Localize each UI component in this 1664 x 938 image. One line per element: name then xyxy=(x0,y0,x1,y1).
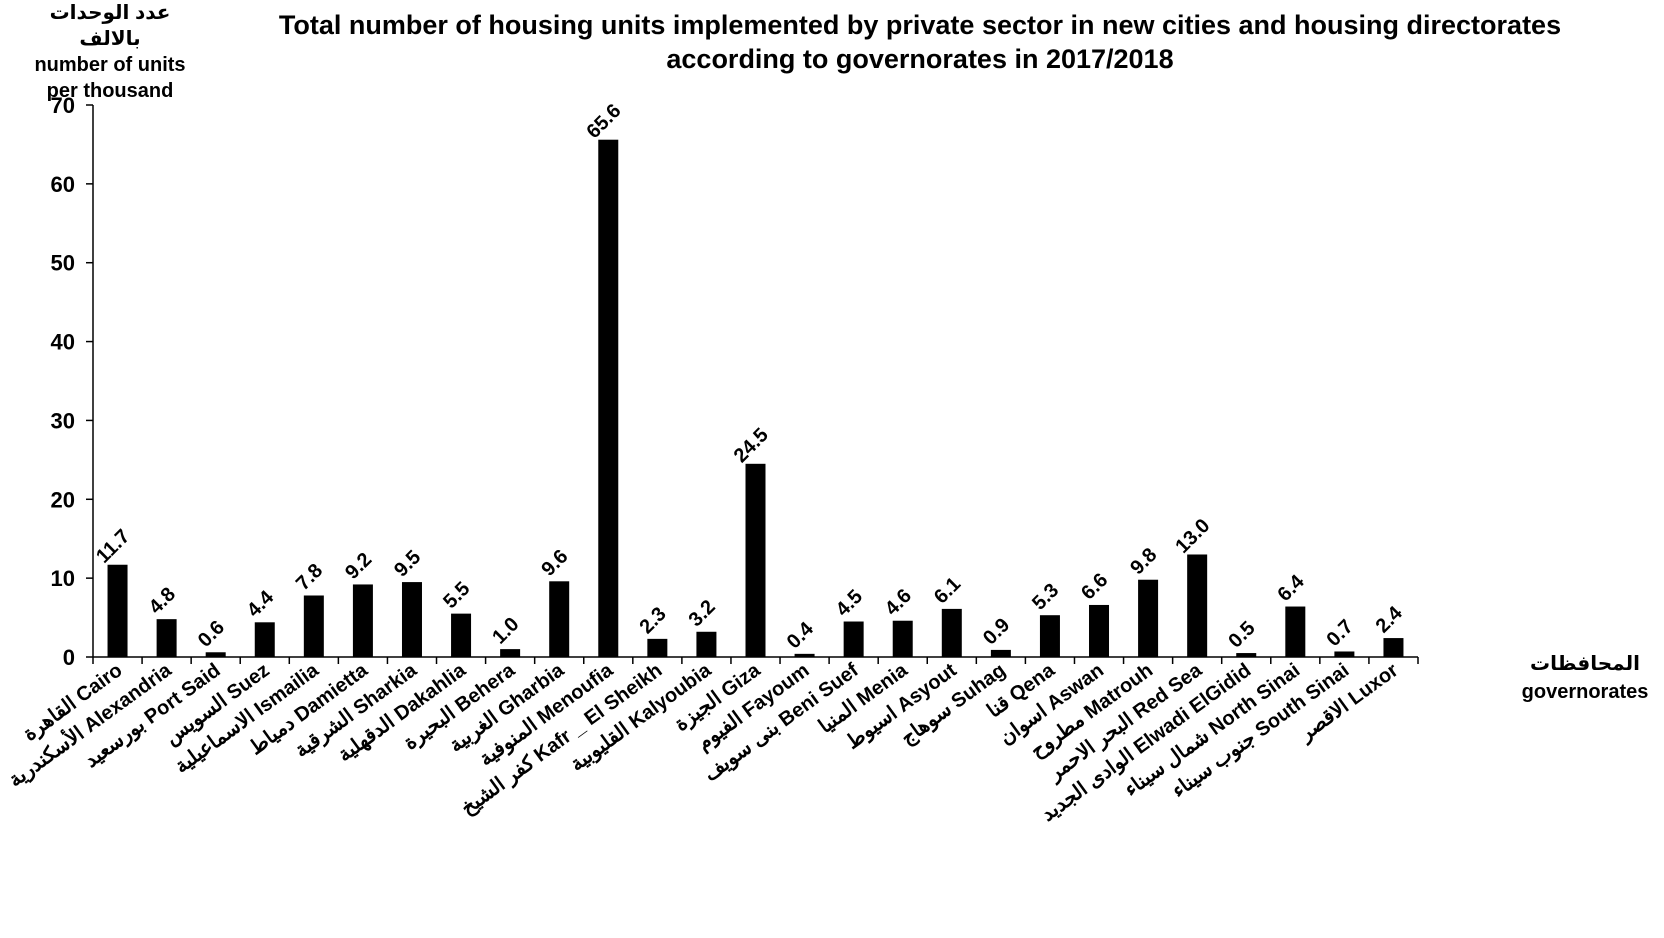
data-label: 9.8 xyxy=(1126,544,1161,579)
data-label: 6.4 xyxy=(1273,570,1309,606)
data-label: 65.6 xyxy=(582,100,625,143)
data-label: 0.6 xyxy=(194,616,229,651)
y-tick-label: 20 xyxy=(51,487,75,512)
bar xyxy=(941,608,962,657)
bar xyxy=(401,582,422,657)
bar xyxy=(647,638,668,657)
bar xyxy=(1138,579,1159,657)
data-label: 5.5 xyxy=(439,578,474,613)
data-label: 1.0 xyxy=(488,613,523,648)
bar xyxy=(1187,554,1208,657)
x-axis-label-arabic: المحافظات xyxy=(1530,653,1640,675)
y-axis-label-line1: number of units xyxy=(34,54,186,76)
data-label: 3.2 xyxy=(685,596,720,631)
data-label: 2.3 xyxy=(635,603,670,638)
bar xyxy=(549,581,570,657)
bar xyxy=(794,653,815,657)
data-label: 2.4 xyxy=(1372,602,1408,638)
y-axis-label-line2: per thousand xyxy=(46,80,174,102)
y-tick-label: 0 xyxy=(63,645,75,670)
y-axis-label: عدد الوحدات بالالف number of units per t… xyxy=(20,0,200,104)
data-label: 0.9 xyxy=(979,614,1014,649)
data-label: 0.5 xyxy=(1224,617,1259,652)
data-label: 4.6 xyxy=(881,585,916,620)
bar xyxy=(1383,638,1404,657)
data-label: 9.2 xyxy=(341,549,376,584)
y-tick-label: 10 xyxy=(51,566,75,591)
bar xyxy=(1089,604,1110,657)
bar xyxy=(892,620,913,657)
x-axis-label: المحافظات governorates xyxy=(1508,650,1662,706)
data-label: 0.7 xyxy=(1323,616,1358,651)
data-label: 9.6 xyxy=(537,545,572,580)
x-axis-label-english: governorates xyxy=(1521,681,1649,703)
bar xyxy=(598,139,619,657)
bar xyxy=(990,649,1011,657)
bar xyxy=(1334,651,1355,657)
chart-title: Total number of housing units implemente… xyxy=(278,10,1562,74)
y-tick-label: 40 xyxy=(51,330,75,355)
data-label: 7.8 xyxy=(292,560,327,595)
bar xyxy=(1285,606,1306,657)
bar xyxy=(745,463,766,657)
bar xyxy=(254,622,275,657)
bar xyxy=(205,652,226,657)
bar xyxy=(451,613,472,657)
y-axis-label-arabic: عدد الوحدات بالالف xyxy=(49,2,171,50)
bar xyxy=(1039,615,1060,657)
data-label: 13.0 xyxy=(1171,515,1214,558)
y-tick-label: 70 xyxy=(51,93,75,118)
bar xyxy=(156,619,177,657)
bar xyxy=(500,649,521,657)
y-tick-label: 60 xyxy=(51,172,75,197)
y-tick-label: 30 xyxy=(51,408,75,433)
bar xyxy=(843,621,864,657)
bar xyxy=(352,584,373,657)
y-tick-label: 50 xyxy=(51,251,75,276)
bar xyxy=(107,564,128,657)
bar xyxy=(696,631,717,657)
data-label: 11.7 xyxy=(92,525,134,567)
data-label: 0.4 xyxy=(783,617,819,653)
data-label: 6.6 xyxy=(1077,569,1112,604)
data-label: 5.3 xyxy=(1028,579,1063,614)
data-label: 4.5 xyxy=(832,586,867,621)
data-label: 9.5 xyxy=(390,546,425,581)
bar xyxy=(1236,653,1257,657)
data-label: 4.4 xyxy=(243,586,279,622)
data-label: 24.5 xyxy=(730,424,773,467)
data-label: 4.8 xyxy=(145,583,180,618)
bar xyxy=(303,595,324,657)
data-label: 6.1 xyxy=(930,573,965,608)
